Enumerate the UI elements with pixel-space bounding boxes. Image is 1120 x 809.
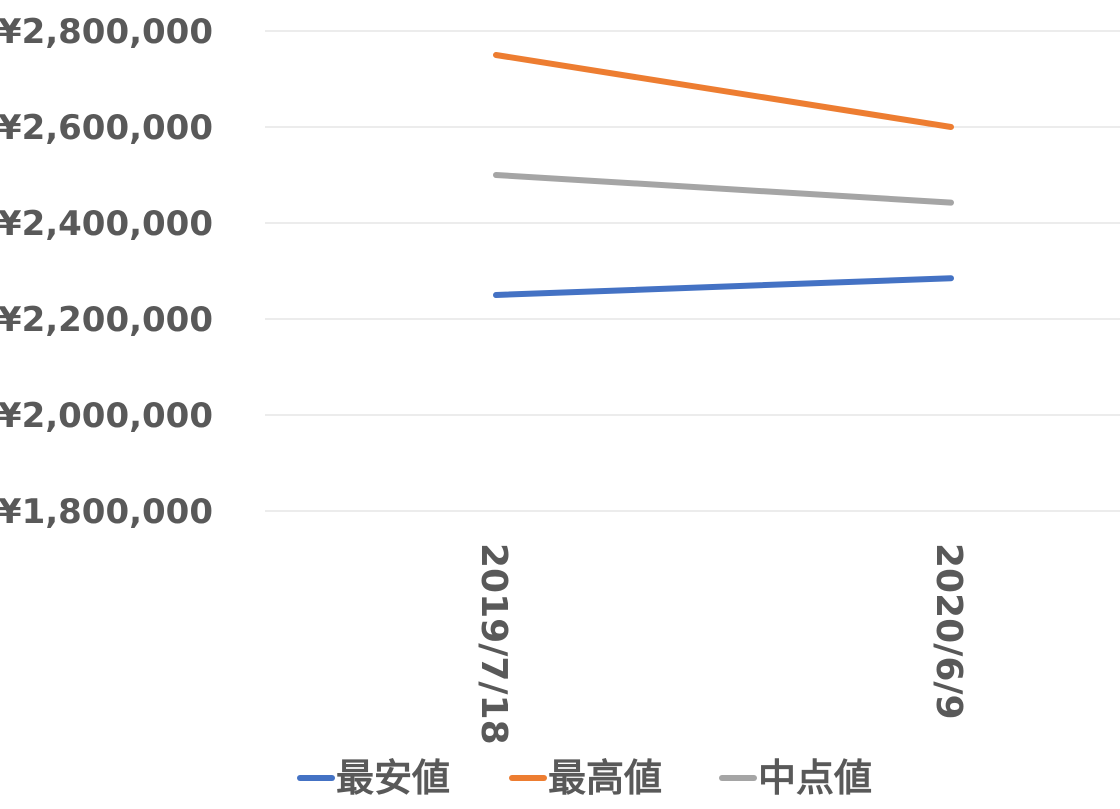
legend-label: 最安値: [336, 756, 450, 800]
y-tick-label: ¥2,200,000: [0, 300, 213, 340]
legend: 最安値 最高値 中点値: [297, 756, 872, 800]
legend-label: 最高値: [548, 756, 662, 800]
legend-label: 中点値: [758, 756, 872, 800]
y-tick-label: ¥2,800,000: [0, 12, 213, 52]
x-axis-tick-labels: 2019/7/18 2020/6/9: [473, 543, 969, 745]
series-line-2: [493, 172, 954, 206]
y-tick-label: ¥2,400,000: [0, 204, 213, 244]
y-axis-tick-labels: ¥2,800,000 ¥2,600,000 ¥2,400,000 ¥2,200,000…: [0, 12, 213, 532]
gridlines: [265, 30, 1120, 512]
x-tick-label: 2020/6/9: [928, 543, 969, 720]
series-lines: [493, 52, 954, 298]
y-tick-label: ¥1,800,000: [0, 492, 213, 532]
y-tick-label: ¥2,600,000: [0, 108, 213, 148]
series-line-0: [493, 275, 954, 298]
y-tick-label: ¥2,000,000: [0, 396, 213, 436]
x-tick-label: 2019/7/18: [473, 543, 514, 745]
series-line-1: [493, 52, 954, 130]
